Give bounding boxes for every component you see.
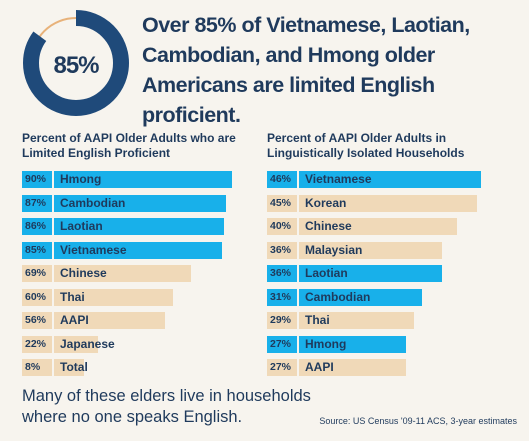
value-label: 45% — [267, 194, 297, 212]
chart-left-lep: 90% Hmong 87% Cambodian 86% Laotian 85% Vietnam… — [22, 171, 262, 381]
bar-row: 36% Malaysian — [267, 241, 497, 259]
bar-row: 45% Korean — [267, 194, 497, 212]
category-label: Japanese — [60, 336, 115, 351]
donut-arc — [23, 10, 129, 116]
bar — [54, 359, 84, 376]
bar-row: 85% Vietnamese — [22, 241, 252, 259]
bar — [54, 241, 223, 259]
bar — [299, 194, 478, 212]
bar-row: 22% Japanese — [22, 335, 252, 353]
category-label: Thai — [60, 289, 85, 304]
bar — [299, 335, 406, 353]
donut-stat: 85% — [53, 52, 99, 79]
category-label: AAPI — [305, 360, 334, 374]
value-label: 46% — [267, 171, 297, 188]
bar-row: 31% Cambodian — [267, 288, 497, 306]
value-label: 86% — [22, 218, 52, 235]
value-label: 56% — [22, 312, 52, 329]
bar — [54, 265, 191, 282]
bar — [54, 171, 233, 188]
source-note: Source: US Census '09-11 ACS, 3-year est… — [319, 416, 517, 426]
category-label: Chinese — [305, 219, 352, 233]
category-label: Thai — [305, 313, 330, 327]
category-label: Cambodian — [60, 195, 126, 210]
category-label: Vietnamese — [305, 172, 372, 186]
value-label: 85% — [22, 241, 52, 259]
value-label: 90% — [22, 171, 52, 188]
category-label: Vietnamese — [60, 242, 127, 257]
bar — [54, 312, 165, 329]
bar — [299, 265, 442, 282]
bar-row: 27% Hmong — [267, 335, 497, 353]
category-label: Cambodian — [305, 289, 371, 304]
bar-row: 8% Total — [22, 359, 252, 376]
chart-right-title: Percent of AAPI Older Adults in Linguist… — [267, 131, 465, 160]
bar — [54, 194, 227, 212]
bar-row: 87% Cambodian — [22, 194, 252, 212]
bar — [54, 335, 98, 353]
bar-row: 40% Chinese — [267, 218, 497, 235]
bar — [299, 171, 482, 188]
bar — [54, 288, 173, 306]
value-label: 60% — [22, 288, 52, 306]
chart-left-title: Percent of AAPI Older Adults who are Lim… — [22, 131, 236, 160]
category-label: Malaysian — [305, 242, 363, 257]
value-label: 29% — [267, 312, 297, 329]
value-label: 8% — [22, 359, 52, 376]
bar-row: 36% Laotian — [267, 265, 497, 282]
value-label: 69% — [22, 265, 52, 282]
value-label: 36% — [267, 241, 297, 259]
value-label: 27% — [267, 359, 297, 376]
bar — [299, 288, 422, 306]
bar-row: 29% Thai — [267, 312, 497, 329]
bar — [54, 218, 225, 235]
category-label: Laotian — [60, 219, 103, 233]
bar-row: 27% AAPI — [267, 359, 497, 376]
category-label: Hmong — [60, 172, 102, 186]
bar-row: 86% Laotian — [22, 218, 252, 235]
headline: Over 85% of Vietnamese, Laotian, Cambodi… — [142, 13, 470, 127]
category-label: Hmong — [305, 336, 347, 351]
donut-85-percent: 85% — [23, 10, 129, 116]
value-label: 87% — [22, 194, 52, 212]
value-label: 27% — [267, 335, 297, 353]
bar — [299, 359, 406, 376]
bar-row: 46% Vietnamese — [267, 171, 497, 188]
value-label: 31% — [267, 288, 297, 306]
value-label: 36% — [267, 265, 297, 282]
category-label: Korean — [305, 195, 347, 210]
bar — [299, 218, 458, 235]
category-label: Total — [60, 360, 88, 374]
bar-row: 90% Hmong — [22, 171, 252, 188]
category-label: AAPI — [60, 313, 89, 327]
category-label: Laotian — [305, 266, 348, 280]
value-label: 40% — [267, 218, 297, 235]
bar-row: 56% AAPI — [22, 312, 252, 329]
value-label: 22% — [22, 335, 52, 353]
bar-row: 60% Thai — [22, 288, 252, 306]
chart-right-isolated: 46% Vietnamese 45% Korean 40% Chinese 36% Malay… — [267, 171, 507, 381]
category-label: Chinese — [60, 266, 107, 280]
bar-row: 69% Chinese — [22, 265, 252, 282]
bar — [299, 241, 442, 259]
bar — [299, 312, 414, 329]
footer-note: Many of these elders live in households … — [22, 387, 311, 426]
